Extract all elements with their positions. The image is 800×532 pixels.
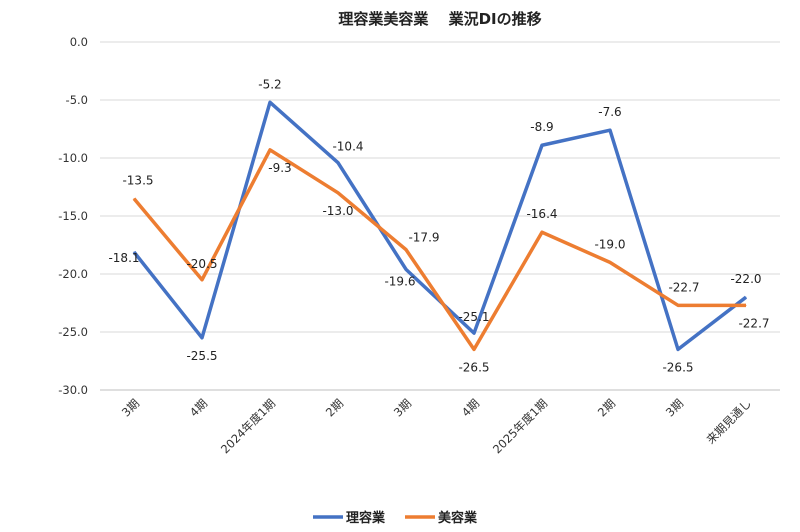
data-point: [473, 332, 475, 334]
x-tick-label: 3期: [391, 396, 414, 419]
data-label: -10.4: [332, 140, 363, 154]
x-tick-label: 2024年度1期: [218, 396, 278, 456]
data-label: -22.0: [730, 272, 761, 286]
series-line-riyogyo: [132, 100, 748, 352]
data-label: -8.9: [530, 120, 553, 134]
data-point: [201, 337, 203, 339]
data-label: -13.0: [322, 204, 353, 218]
data-label: -22.7: [738, 316, 769, 330]
x-tick-label: 4期: [459, 396, 482, 419]
data-point: [677, 348, 679, 350]
chart-title: 理容業美容業 業況DIの推移: [338, 10, 541, 28]
data-label: -17.9: [408, 231, 439, 245]
data-label: -20.5: [186, 257, 217, 271]
data-point: [745, 304, 747, 306]
data-label: -22.7: [668, 280, 699, 294]
legend-label: 美容業: [438, 510, 478, 526]
data-label: -25.5: [186, 349, 217, 363]
series-line-biyogyo: [132, 148, 746, 352]
data-point: [269, 149, 271, 151]
x-tick-label: 来期見通し: [704, 396, 755, 447]
x-tick-label: 4期: [187, 396, 210, 419]
data-label: -19.0: [594, 237, 625, 251]
data-label: -9.3: [268, 161, 291, 175]
data-point: [609, 261, 611, 263]
data-point: [133, 198, 135, 200]
data-point: [541, 231, 543, 233]
y-tick-label: -10.0: [58, 151, 88, 165]
x-tick-label: 2期: [323, 396, 346, 419]
data-label: -19.6: [384, 274, 415, 288]
data-point: [337, 192, 339, 194]
y-tick-label: -15.0: [58, 209, 88, 223]
data-point: [405, 268, 407, 270]
data-point: [677, 304, 679, 306]
data-point: [133, 251, 135, 253]
data-point: [337, 162, 339, 164]
data-point: [473, 348, 475, 350]
data-point: [745, 296, 747, 298]
data-label: -25.1: [458, 310, 489, 324]
data-label: -26.5: [458, 360, 489, 374]
data-label: -18.1: [108, 251, 139, 265]
x-tick-label: 3期: [663, 396, 686, 419]
x-tick-label: 3期: [119, 396, 142, 419]
data-point: [405, 249, 407, 251]
x-tick-label: 2期: [595, 396, 618, 419]
legend-label: 理容業: [346, 510, 386, 526]
data-point: [269, 101, 271, 103]
x-tick-label: 2025年度1期: [490, 396, 550, 456]
y-tick-label: -5.0: [66, 93, 88, 107]
data-label: -16.4: [526, 207, 557, 221]
data-label: -5.2: [258, 77, 281, 91]
data-point: [201, 279, 203, 281]
y-tick-label: -20.0: [58, 267, 88, 281]
y-tick-label: 0.0: [70, 35, 88, 49]
data-point: [541, 144, 543, 146]
data-label: -26.5: [662, 360, 693, 374]
data-point: [609, 129, 611, 131]
data-label: -7.6: [598, 105, 621, 119]
y-tick-label: -30.0: [58, 383, 88, 397]
y-tick-label: -25.0: [58, 325, 88, 339]
data-label: -13.5: [122, 174, 153, 188]
